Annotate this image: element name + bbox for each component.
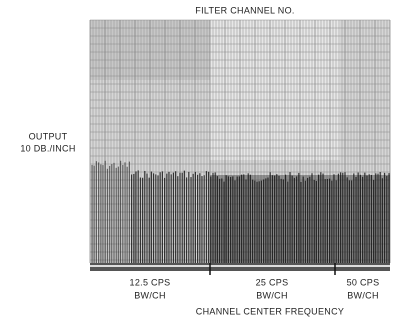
x-label: CHANNEL CENTER FREQUENCY: [196, 306, 344, 316]
traces: [91, 160, 390, 263]
section-label: BW/CH: [347, 290, 379, 300]
section-label: 25 CPS: [256, 277, 289, 287]
section-label: 50 CPS: [347, 277, 380, 287]
baseline-strip: [90, 265, 390, 267]
trace-shade: [210, 175, 390, 263]
title: FILTER CHANNEL NO.: [195, 5, 294, 15]
section-label: 12.5 CPS: [130, 277, 171, 287]
y-label: OUTPUT: [29, 131, 68, 141]
shading: [210, 20, 340, 160]
section-label: BW/CH: [256, 290, 288, 300]
y-label: 10 DB./INCH: [20, 143, 75, 153]
section-label: BW/CH: [134, 290, 166, 300]
